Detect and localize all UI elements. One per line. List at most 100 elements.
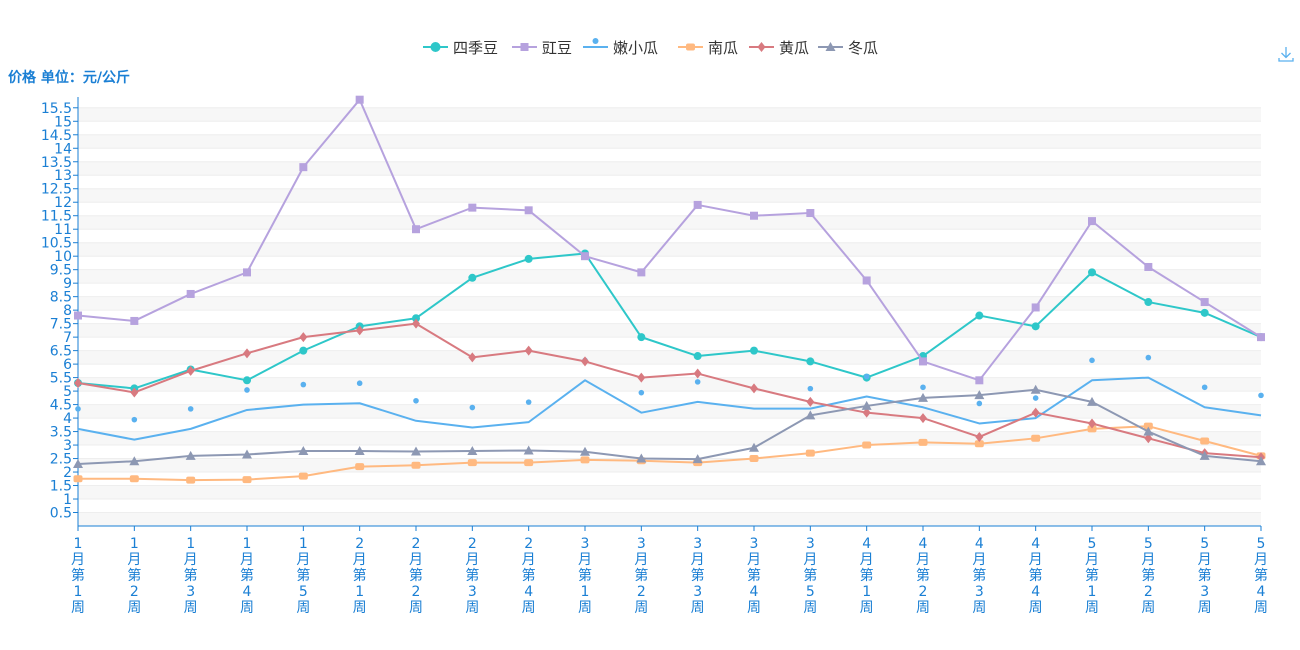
data-point[interactable] [524,206,533,215]
data-point[interactable] [243,376,251,385]
data-point[interactable] [750,211,758,220]
data-point[interactable] [1256,456,1266,466]
data-point[interactable] [355,463,365,471]
legend-item[interactable]: 嫩小瓜 [583,38,658,57]
data-point[interactable] [1199,450,1210,460]
data-point[interactable] [1143,426,1154,436]
data-point[interactable] [974,390,985,400]
data-point[interactable] [750,346,758,355]
data-point[interactable] [1144,262,1153,271]
data-point[interactable] [185,450,196,460]
data-point[interactable] [355,95,364,104]
data-point[interactable] [1089,357,1095,364]
data-point[interactable] [806,396,815,407]
data-point[interactable] [299,346,308,355]
data-point[interactable] [1201,384,1208,391]
data-point[interactable] [129,456,140,466]
data-point[interactable] [918,392,928,402]
legend-item[interactable]: 四季豆 [423,39,498,57]
data-point[interactable] [637,268,646,277]
data-point[interactable] [242,449,252,459]
data-point[interactable] [974,440,984,448]
data-point[interactable] [1258,392,1264,399]
data-point[interactable] [693,352,702,361]
data-point[interactable] [411,446,421,456]
data-point[interactable] [1257,333,1265,342]
data-point[interactable] [862,441,872,449]
data-point[interactable] [186,476,196,484]
data-point[interactable] [468,352,477,363]
data-point[interactable] [356,380,363,387]
data-point[interactable] [242,476,252,484]
data-point[interactable] [749,455,759,463]
data-point[interactable] [805,410,816,420]
data-point[interactable] [1031,434,1041,442]
data-point[interactable] [354,445,365,455]
data-point[interactable] [1087,425,1097,433]
data-point[interactable] [693,368,702,379]
data-point[interactable] [975,311,984,320]
data-point[interactable] [299,163,308,172]
data-point[interactable] [1200,298,1209,307]
data-point[interactable] [412,318,420,329]
data-point[interactable] [638,389,645,396]
data-point[interactable] [694,379,701,385]
data-point[interactable] [920,384,926,391]
data-point[interactable] [411,461,421,469]
data-point[interactable] [524,345,533,356]
data-point[interactable] [74,311,82,320]
data-point[interactable] [807,385,814,392]
data-point[interactable] [468,203,477,212]
data-point[interactable] [862,276,871,285]
data-point[interactable] [919,357,927,366]
data-point[interactable] [469,404,476,411]
data-point[interactable] [1200,437,1210,445]
data-point[interactable] [129,475,139,483]
data-point[interactable] [186,289,195,298]
data-point[interactable] [637,372,646,383]
data-point[interactable] [187,406,194,412]
legend-item[interactable]: 南瓜 [678,39,738,57]
data-point[interactable] [243,268,251,277]
data-point[interactable] [918,438,928,446]
data-point[interactable] [299,332,308,343]
data-point[interactable] [861,400,872,410]
data-point[interactable] [806,209,815,218]
data-point[interactable] [805,449,815,457]
data-point[interactable] [467,445,478,455]
data-point[interactable] [1143,422,1153,430]
data-point[interactable] [73,458,83,468]
data-point[interactable] [863,373,870,380]
data-point[interactable] [693,200,702,209]
data-point[interactable] [806,357,815,366]
data-point[interactable] [581,252,589,261]
data-point[interactable] [1031,303,1040,312]
data-point[interactable] [412,314,420,323]
data-point[interactable] [581,356,589,367]
data-point[interactable] [412,225,420,234]
data-point[interactable] [976,400,983,407]
data-point[interactable] [524,254,533,263]
data-point[interactable] [1144,433,1153,444]
data-point[interactable] [298,445,309,455]
data-point[interactable] [636,453,647,463]
data-point[interactable] [467,459,477,467]
data-point[interactable] [525,399,532,405]
legend-item[interactable]: 冬瓜 [818,39,878,57]
legend-item[interactable]: 黄瓜 [749,39,809,57]
data-point[interactable] [862,407,871,418]
data-point[interactable] [1030,384,1041,394]
data-point[interactable] [975,376,984,385]
data-point[interactable] [524,459,534,467]
data-point[interactable] [130,316,139,325]
download-icon[interactable] [1276,44,1296,64]
data-point[interactable] [750,383,758,394]
data-point[interactable] [243,348,251,359]
data-point[interactable] [975,431,984,442]
data-point[interactable] [468,273,477,282]
data-point[interactable] [1031,407,1040,418]
legend-item[interactable]: 豇豆 [512,39,572,57]
data-point[interactable] [355,325,364,336]
data-point[interactable] [75,406,81,412]
data-point[interactable] [749,442,759,452]
